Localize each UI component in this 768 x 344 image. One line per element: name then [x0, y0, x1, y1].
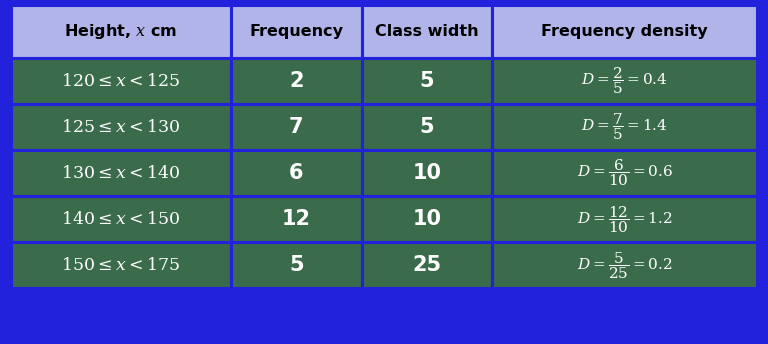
Text: $150 \leq x < 175$: $150 \leq x < 175$ [61, 256, 180, 274]
Text: 10: 10 [412, 209, 442, 229]
Text: $D = \dfrac{5}{25} = 0.2$: $D = \dfrac{5}{25} = 0.2$ [577, 250, 673, 281]
Text: Frequency: Frequency [250, 24, 343, 39]
Text: Frequency density: Frequency density [541, 24, 708, 39]
Text: 2: 2 [289, 71, 303, 91]
Text: 7: 7 [289, 117, 303, 137]
Text: 6: 6 [289, 163, 303, 183]
Text: 5: 5 [289, 255, 303, 275]
Text: $D = \dfrac{7}{5} = 1.4$: $D = \dfrac{7}{5} = 1.4$ [581, 111, 668, 142]
Text: $125 \leq x < 130$: $125 \leq x < 130$ [61, 118, 180, 136]
Text: $D = \dfrac{2}{5} = 0.4$: $D = \dfrac{2}{5} = 0.4$ [581, 65, 668, 96]
Text: $D = \dfrac{6}{10} = 0.6$: $D = \dfrac{6}{10} = 0.6$ [577, 158, 673, 189]
Text: $120 \leq x < 125$: $120 \leq x < 125$ [61, 72, 180, 90]
Text: Class width: Class width [375, 24, 478, 39]
Text: $140 \leq x < 150$: $140 \leq x < 150$ [61, 210, 180, 228]
Text: $D = \dfrac{12}{10} = 1.2$: $D = \dfrac{12}{10} = 1.2$ [577, 204, 673, 235]
Text: $130 \leq x < 140$: $130 \leq x < 140$ [61, 164, 180, 182]
Text: 25: 25 [412, 255, 442, 275]
Text: 5: 5 [419, 117, 434, 137]
Text: 5: 5 [419, 71, 434, 91]
Text: 10: 10 [412, 163, 442, 183]
Text: Height, $x$ cm: Height, $x$ cm [65, 22, 177, 41]
Text: 12: 12 [282, 209, 311, 229]
